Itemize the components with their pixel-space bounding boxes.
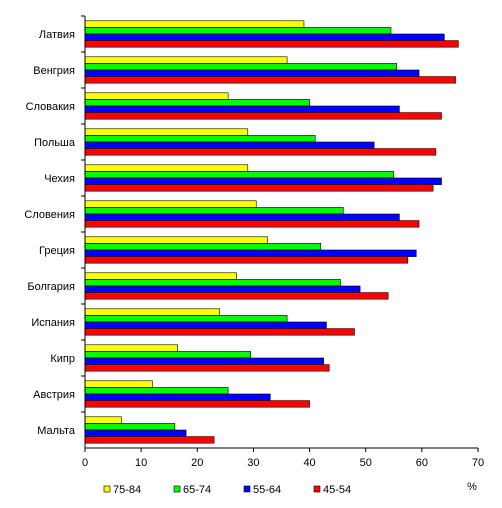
bar-65-74-2 — [84, 63, 397, 71]
x-tick-label: 70 — [472, 457, 484, 469]
bar-65-74-10 — [84, 351, 251, 359]
bar-45-54-11 — [84, 400, 310, 408]
bar-65-74-12 — [84, 423, 176, 431]
bar-75-84-8 — [84, 272, 237, 280]
bar-75-84-6 — [84, 200, 257, 208]
bar-45-54-9 — [84, 328, 355, 336]
axes-group — [81, 15, 479, 452]
category-label: Греция — [39, 245, 75, 257]
bar-65-74-9 — [84, 315, 288, 323]
bar-45-54-8 — [84, 292, 389, 300]
bar-45-54-1 — [84, 40, 459, 48]
bar-55-64-4 — [84, 141, 375, 149]
bar-75-84-7 — [84, 236, 268, 244]
category-label: Латвия — [39, 29, 75, 41]
x-tick-label: 60 — [416, 457, 428, 469]
bar-55-64-9 — [84, 321, 327, 329]
bar-55-64-7 — [84, 249, 417, 257]
category-label: Кипр — [50, 353, 75, 365]
category-label: Словения — [24, 209, 75, 221]
x-tick-label: 10 — [135, 457, 147, 469]
legend-swatch-75-84 — [103, 485, 111, 493]
legend-label: 65-74 — [183, 484, 211, 496]
bar-75-84-5 — [84, 164, 249, 172]
legend-label: 45-54 — [323, 484, 351, 496]
legend-label: 55-64 — [253, 484, 281, 496]
x-tick-label: 40 — [303, 457, 315, 469]
bar-65-74-1 — [84, 27, 392, 35]
category-label: Польша — [34, 137, 76, 149]
bar-75-84-12 — [84, 416, 122, 424]
x-tick-label: 50 — [360, 457, 372, 469]
legend-swatch-55-64 — [243, 485, 251, 493]
bar-75-84-10 — [84, 344, 178, 352]
legend: 75-84 65-74 55-64 45-54 — [103, 484, 351, 496]
bar-55-64-10 — [84, 357, 324, 365]
bar-55-64-3 — [84, 105, 400, 113]
bar-45-54-10 — [84, 364, 330, 372]
bar-55-64-12 — [84, 429, 187, 437]
bar-65-74-8 — [84, 279, 341, 287]
x-axis-label: % — [467, 481, 477, 493]
bar-55-64-11 — [84, 393, 271, 401]
bar-65-74-7 — [84, 243, 322, 251]
x-tick-label: 20 — [191, 457, 203, 469]
bar-55-64-2 — [84, 69, 420, 77]
bar-75-84-2 — [84, 56, 288, 64]
bar-75-84-9 — [84, 308, 221, 316]
category-label: Болгария — [27, 281, 75, 293]
bar-45-54-12 — [84, 436, 215, 444]
bar-75-84-11 — [84, 380, 153, 388]
bar-65-74-11 — [84, 387, 229, 395]
bar-55-64-5 — [84, 177, 442, 185]
bar-75-84-3 — [84, 92, 229, 100]
category-label: Испания — [31, 317, 75, 329]
bar-55-64-6 — [84, 213, 400, 221]
bar-55-64-1 — [84, 33, 445, 41]
category-label: Чехия — [44, 173, 75, 185]
category-label: Мальта — [37, 425, 76, 437]
x-tick-labels: 0 10 20 30 40 50 60 70 — [82, 457, 484, 469]
bar-45-54-4 — [84, 148, 437, 156]
legend-swatch-45-54 — [313, 485, 321, 493]
bar-75-84-1 — [84, 20, 305, 28]
category-label: Австрия — [33, 389, 75, 401]
bar-65-74-3 — [84, 99, 310, 107]
bar-75-84-4 — [84, 128, 249, 136]
bar-65-74-5 — [84, 171, 395, 179]
bar-65-74-4 — [84, 135, 316, 143]
bar-45-54-6 — [84, 220, 420, 228]
legend-label: 75-84 — [113, 484, 141, 496]
bars-group — [84, 20, 459, 444]
category-label: Венгрия — [33, 65, 75, 77]
bar-45-54-7 — [84, 256, 409, 264]
bar-45-54-5 — [84, 184, 434, 192]
bar-45-54-3 — [84, 112, 442, 120]
bar-65-74-6 — [84, 207, 344, 215]
bar-55-64-8 — [84, 285, 361, 293]
bar-45-54-2 — [84, 76, 456, 84]
legend-swatch-65-74 — [173, 485, 181, 493]
x-tick-label: 30 — [247, 457, 259, 469]
category-label: Словакия — [26, 101, 75, 113]
x-tick-label: 0 — [82, 457, 88, 469]
category-labels: Латвия Венгрия Словакия Польша Чехия Словения… — [24, 29, 76, 437]
